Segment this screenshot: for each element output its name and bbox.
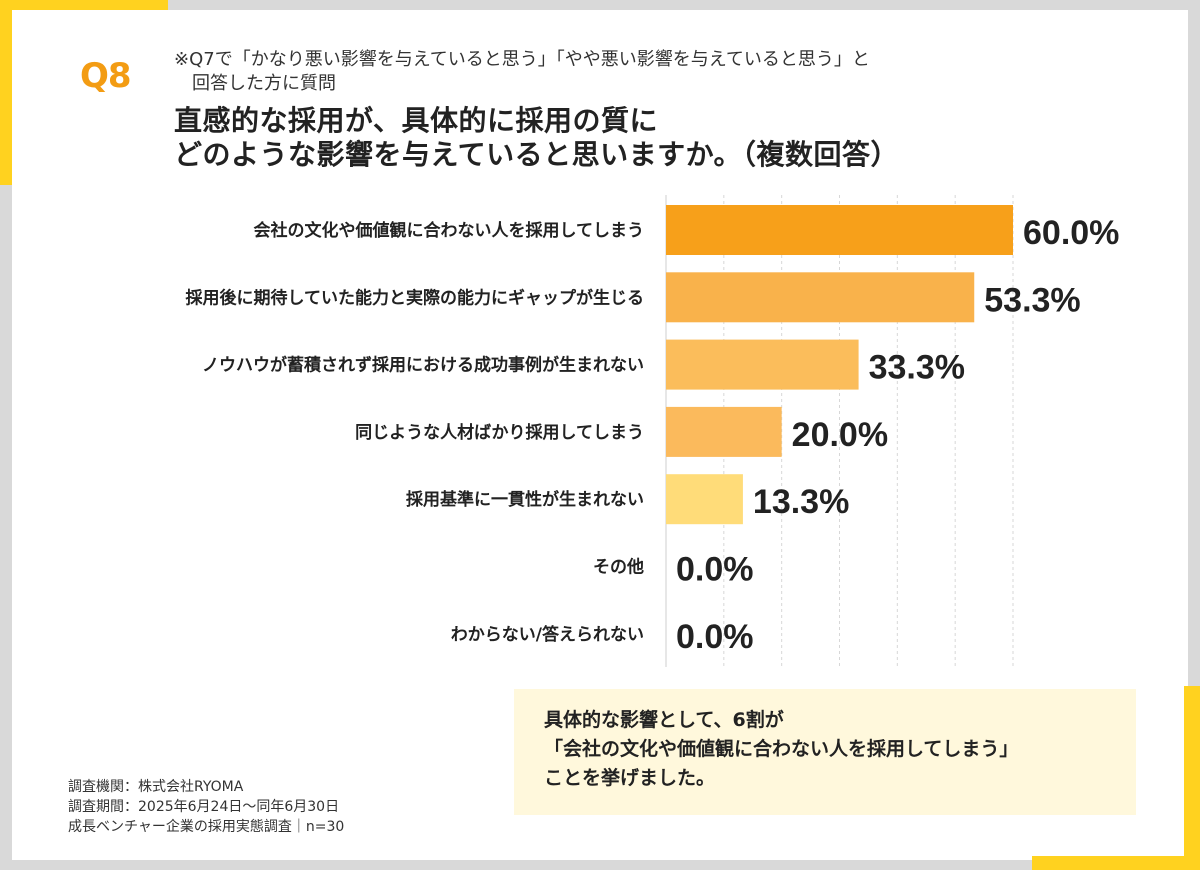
subnote-line-2: 回答した方に質問	[192, 73, 336, 94]
bottom-right-accent-bar	[1032, 856, 1200, 870]
question-title: 直感的な採用が、具体的に採用の質に どのような影響を与えていると思いますか。（複…	[174, 104, 1034, 172]
category-label: 会社の文化や価値観に合わない人を採用してしまう	[254, 220, 645, 241]
question-number: Q8	[80, 56, 132, 96]
bar	[666, 272, 975, 323]
category-label: 採用基準に一貫性が生まれない	[406, 489, 644, 510]
category-label: その他	[593, 557, 644, 578]
top-left-accent-stripe	[0, 0, 12, 185]
survey-footer: 調査機関：株式会社RYOMA 調査期間：2025年6月24日～同年6月30日 成…	[68, 777, 428, 837]
question-title-line-2: どのような影響を与えていると思いますか。（複数回答）	[174, 138, 900, 171]
top-left-accent-bar	[0, 0, 168, 10]
bar	[666, 339, 859, 390]
value-label: 33.3%	[869, 349, 965, 387]
footer-line-3: 成長ベンチャー企業の採用実態調査｜n=30	[68, 819, 345, 835]
category-label: ノウハウが蓄積されず採用における成功事例が生まれない	[202, 355, 644, 376]
value-label: 53.3%	[984, 281, 1080, 319]
question-title-line-1: 直感的な採用が、具体的に採用の質に	[174, 104, 658, 137]
category-label: 同じような人材ばかり採用してしまう	[355, 422, 644, 443]
value-label: 20.0%	[792, 416, 888, 454]
callout-line-1: 具体的な影響として、6割が	[544, 709, 784, 731]
value-label: 0.0%	[676, 551, 754, 589]
summary-callout: 具体的な影響として、6割が 「会社の文化や価値観に合わない人を採用してしまう」 …	[514, 689, 1136, 815]
question-subnote: ※Q7で「かなり悪い影響を与えていると思う」「やや悪い影響を与えていると思う」と…	[174, 48, 1004, 96]
bottom-right-accent-stripe	[1184, 686, 1200, 870]
footer-line-2: 調査期間：2025年6月24日～同年6月30日	[68, 799, 340, 815]
callout-line-3: ことを挙げました。	[544, 767, 716, 789]
callout-line-2: 「会社の文化や価値観に合わない人を採用してしまう」	[544, 738, 1019, 760]
category-label: わからない/答えられない	[451, 624, 644, 645]
bar	[666, 205, 1013, 255]
bar	[666, 474, 743, 525]
category-label: 採用後に期待していた能力と実際の能力にギャップが生じる	[186, 287, 645, 308]
subnote-line-1: ※Q7で「かなり悪い影響を与えていると思う」「やや悪い影響を与えていると思う」と	[174, 49, 870, 70]
bar	[666, 406, 782, 457]
footer-line-1: 調査機関：株式会社RYOMA	[68, 779, 244, 795]
value-label: 60.0%	[1023, 214, 1119, 252]
value-label: 0.0%	[676, 618, 754, 656]
value-label: 13.3%	[753, 483, 849, 521]
